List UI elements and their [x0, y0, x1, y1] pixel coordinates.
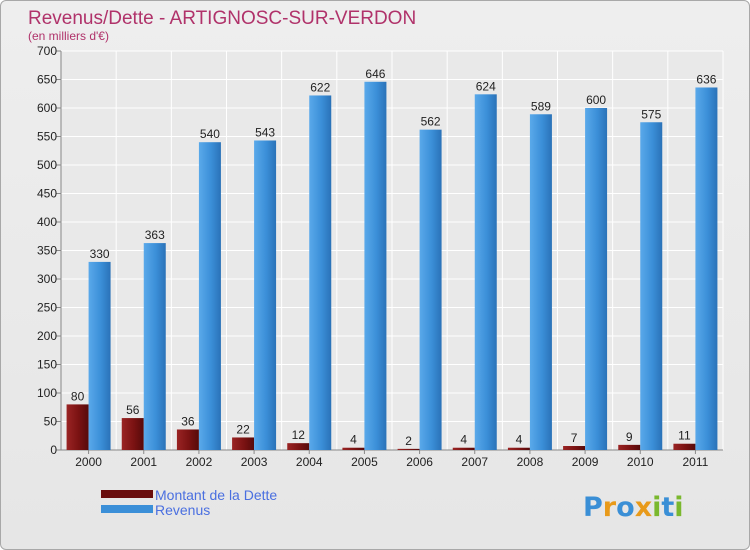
data-label-dette-2003: 22 — [236, 422, 250, 436]
chart-subtitle: (en milliers d'€) — [28, 29, 109, 43]
bar-revenus-2008 — [529, 114, 552, 451]
data-label-dette-2001: 56 — [126, 403, 140, 417]
y-tick-label-600: 600 — [37, 101, 57, 115]
data-label-dette-2009: 7 — [571, 431, 578, 445]
bar-dette-2000 — [66, 404, 89, 450]
x-tick-label-2005: 2005 — [351, 455, 378, 469]
data-label-revenus-2000: 330 — [90, 247, 110, 261]
data-label-dette-2002: 36 — [181, 414, 195, 428]
bar-revenus-2009 — [585, 108, 608, 450]
bar-revenus-2001 — [143, 243, 166, 450]
data-label-dette-2004: 12 — [292, 428, 306, 442]
x-tick-label-2010: 2010 — [627, 455, 654, 469]
y-tick-label-50: 50 — [44, 415, 58, 429]
legend: Montant de la Dette Revenus — [101, 487, 277, 518]
data-label-dette-2000: 80 — [71, 389, 85, 403]
x-tick-label-2008: 2008 — [517, 455, 544, 469]
y-tick-label-250: 250 — [37, 301, 57, 315]
y-tick-label-150: 150 — [37, 358, 57, 372]
y-tick-label-0: 0 — [50, 443, 57, 457]
legend-swatch-revenus — [101, 505, 153, 513]
data-label-revenus-2010: 575 — [641, 107, 661, 121]
bar-dette-2007 — [452, 447, 475, 450]
data-label-revenus-2006: 562 — [421, 115, 441, 129]
data-label-dette-2005: 4 — [350, 433, 357, 447]
bar-dette-2011 — [673, 443, 696, 450]
y-tick-layer: 0 50 100 150 200 250 300 350 400 450 500 550 600 650 7… — [37, 44, 723, 457]
y-tick-label-350: 350 — [37, 244, 57, 258]
data-label-revenus-2007: 624 — [476, 79, 496, 93]
logo-letter-3: x — [635, 492, 652, 523]
y-tick-label-500: 500 — [37, 158, 57, 172]
bar-layer — [66, 81, 718, 451]
y-tick-label-200: 200 — [37, 329, 57, 343]
y-tick-label-450: 450 — [37, 187, 57, 201]
logo-letter-4: i — [652, 492, 661, 523]
data-label-revenus-2004: 622 — [310, 80, 330, 94]
data-label-revenus-2002: 540 — [200, 127, 220, 141]
data-label-revenus-2011: 636 — [696, 72, 716, 86]
grid-layer — [60, 50, 724, 451]
bar-dette-2002 — [176, 429, 199, 450]
bar-revenus-2005 — [364, 81, 387, 450]
y-tick-label-300: 300 — [37, 272, 57, 286]
data-label-dette-2010: 9 — [626, 430, 633, 444]
x-tick-label-2009: 2009 — [572, 455, 599, 469]
x-tick-label-2011: 2011 — [683, 455, 709, 469]
bar-revenus-2006 — [419, 129, 442, 450]
legend-label-dette: Montant de la Dette — [155, 487, 277, 503]
x-tick-label-2002: 2002 — [186, 455, 213, 469]
bar-revenus-2010 — [640, 122, 663, 450]
x-tick-label-2006: 2006 — [406, 455, 433, 469]
y-tick-label-400: 400 — [37, 215, 57, 229]
bar-dette-2010 — [618, 444, 641, 450]
bar-revenus-2007 — [474, 94, 497, 450]
x-tick-label-2001: 2001 — [130, 455, 157, 469]
logo-letter-6: i — [674, 492, 683, 523]
bar-revenus-2000 — [88, 261, 111, 450]
data-label-dette-2008: 4 — [516, 433, 523, 447]
y-tick-label-550: 550 — [37, 130, 57, 144]
bar-dette-2008 — [507, 447, 530, 450]
bar-dette-2006 — [397, 448, 420, 450]
data-label-revenus-2001: 363 — [145, 228, 165, 242]
chart-title: Revenus/Dette - ARTIGNOSC-SUR-VERDON — [28, 8, 416, 29]
data-label-layer: 80 330 56 363 36 540 22 543 12 622 4 646 2 562 4 624 4 58… — [71, 67, 717, 448]
y-tick-label-700: 700 — [37, 44, 57, 58]
data-label-revenus-2003: 543 — [255, 125, 275, 139]
x-tick-label-2000: 2000 — [75, 455, 102, 469]
bar-revenus-2011 — [695, 87, 718, 450]
x-tick-label-2004: 2004 — [296, 455, 323, 469]
data-label-dette-2011: 11 — [678, 429, 691, 443]
legend-swatch-dette — [101, 490, 153, 498]
y-tick-label-100: 100 — [37, 386, 57, 400]
data-label-revenus-2005: 646 — [365, 67, 385, 81]
data-label-dette-2006: 2 — [405, 434, 412, 448]
proxiti-logo: Proxiti — [583, 492, 684, 523]
y-tick-label-650: 650 — [37, 73, 57, 87]
x-tick-layer: 2000 2001 2002 2003 2004 2005 2006 2007 2008 2009… — [75, 450, 709, 469]
data-label-dette-2007: 4 — [460, 433, 467, 447]
bar-dette-2009 — [563, 446, 586, 450]
x-tick-label-2003: 2003 — [241, 455, 268, 469]
logo-letter-5: t — [661, 492, 674, 523]
legend-label-revenus: Revenus — [155, 502, 210, 518]
bar-revenus-2003 — [254, 140, 277, 451]
logo-letter-0: P — [583, 492, 603, 523]
bar-dette-2001 — [121, 418, 144, 450]
bar-revenus-2004 — [309, 95, 332, 451]
bar-dette-2004 — [287, 443, 310, 450]
x-tick-label-2007: 2007 — [461, 455, 488, 469]
data-label-revenus-2008: 589 — [531, 99, 551, 113]
data-label-revenus-2009: 600 — [586, 93, 606, 107]
bar-revenus-2002 — [198, 142, 221, 450]
bar-dette-2005 — [342, 447, 365, 450]
logo-letter-1: r — [603, 492, 617, 523]
bar-dette-2003 — [232, 437, 255, 450]
logo-letter-2: o — [616, 492, 635, 523]
